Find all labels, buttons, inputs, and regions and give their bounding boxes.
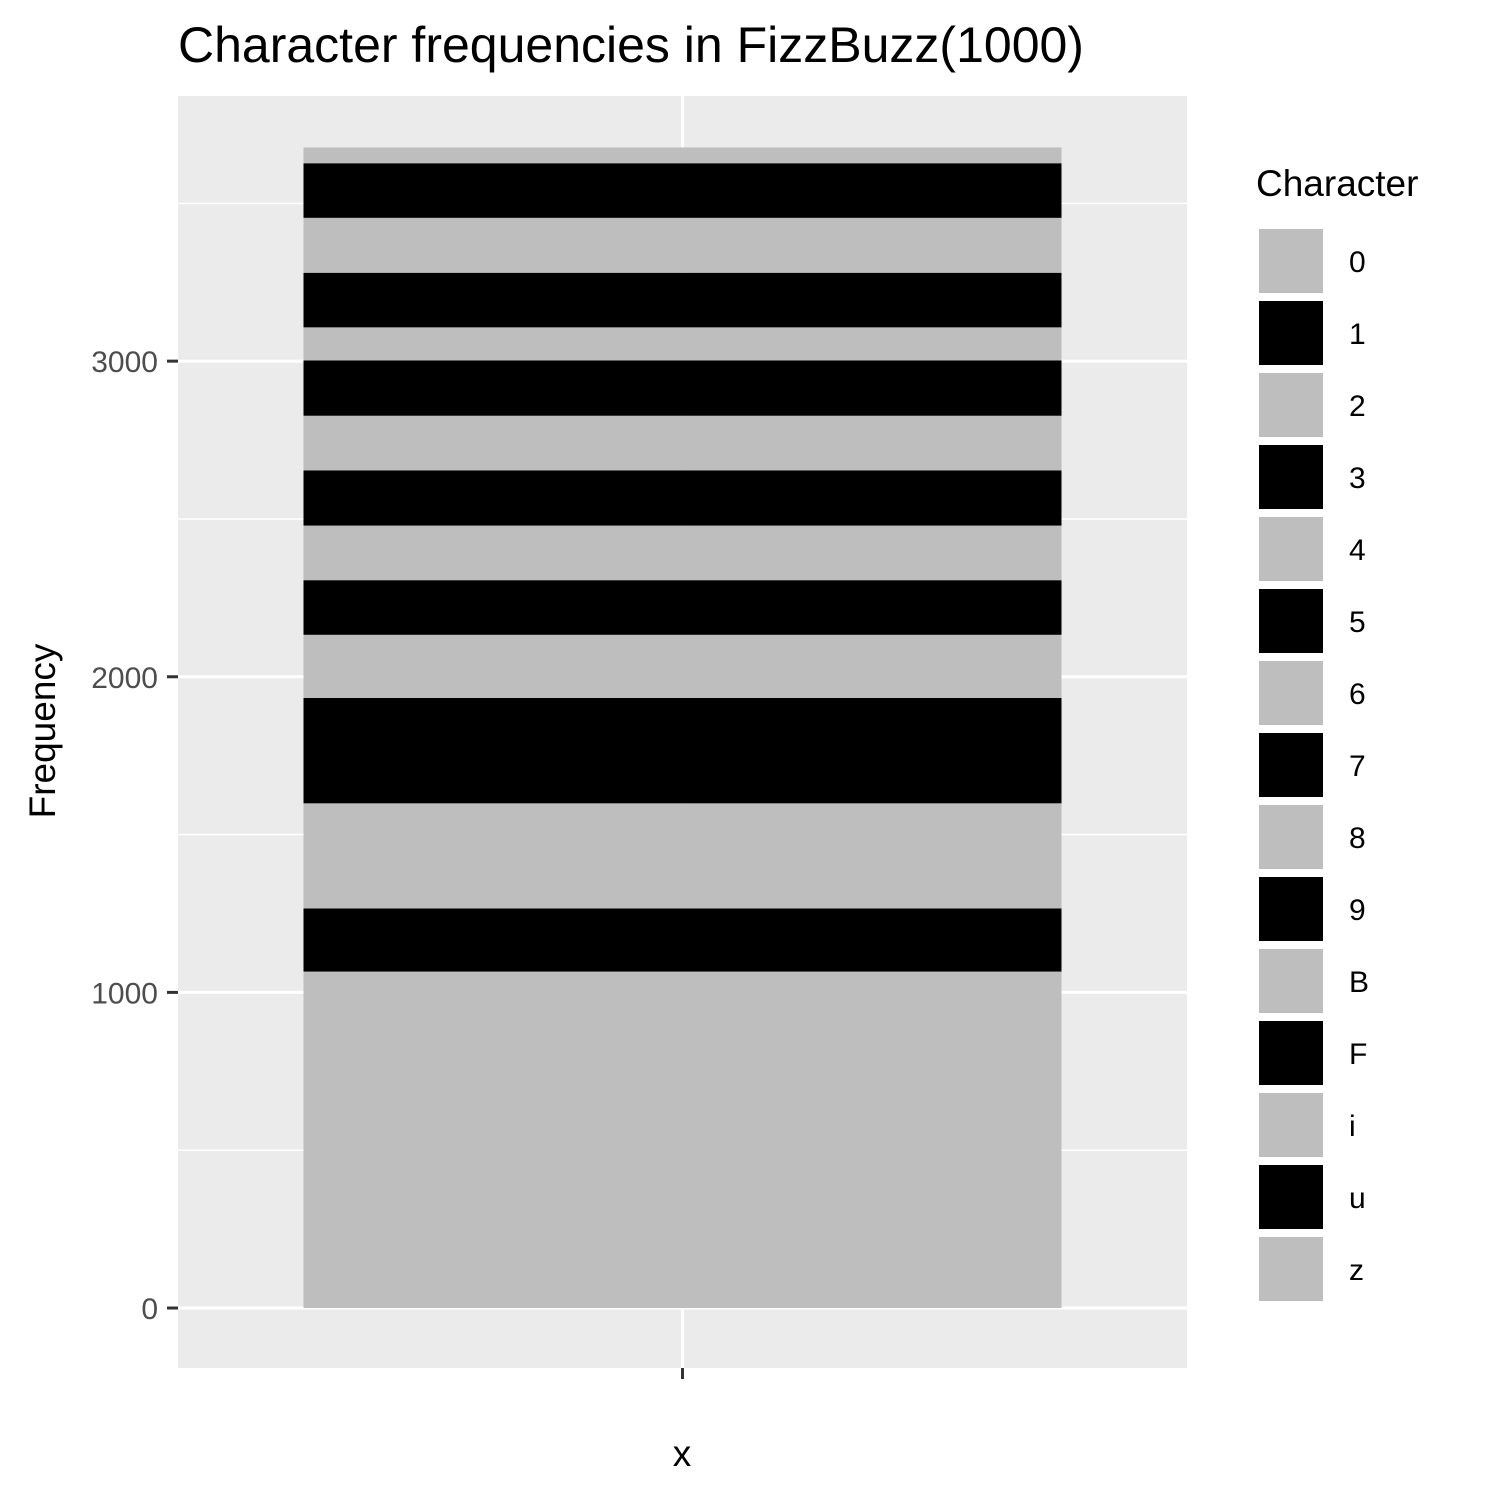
bar-segment-0 — [303, 971, 1062, 1309]
bar-segment-9 — [303, 360, 1062, 416]
bar-segment-8 — [303, 415, 1062, 471]
legend-key-i — [1257, 1091, 1325, 1159]
legend-key-7 — [1257, 731, 1325, 799]
legend-label-8: 8 — [1349, 822, 1366, 855]
legend-label-i: i — [1349, 1110, 1356, 1143]
legend-key-5 — [1257, 587, 1325, 655]
legend-key-3 — [1257, 443, 1325, 511]
legend-label-3: 3 — [1349, 462, 1366, 495]
axes: 0 1000 2000 3000 — [91, 346, 684, 1379]
bar-segment-B — [303, 327, 1062, 361]
legend-key-2 — [1257, 371, 1325, 439]
legend-title: Character — [1256, 163, 1418, 204]
legend-key-0 — [1257, 227, 1325, 295]
bar-segment-5 — [303, 580, 1062, 635]
y-axis-label: Frequency — [22, 643, 63, 818]
legend-key-8 — [1257, 803, 1325, 871]
legend-label-F: F — [1349, 1038, 1367, 1071]
bar-segment-1 — [303, 908, 1062, 972]
legend-label-6: 6 — [1349, 678, 1366, 711]
bar-segment-z — [303, 147, 1062, 164]
legend-key-1 — [1257, 299, 1325, 367]
bar-segment-4 — [303, 634, 1062, 698]
legend-label-1: 1 — [1349, 318, 1366, 351]
legend-label-z: z — [1349, 1254, 1364, 1287]
legend-key-4 — [1257, 515, 1325, 583]
y-tick-label: 1000 — [91, 977, 158, 1010]
bar-segments — [303, 147, 1062, 1309]
bar-segment-F — [303, 272, 1062, 328]
bar-segment-i — [303, 217, 1062, 273]
bar-segment-2 — [303, 803, 1062, 909]
chart-title: Character frequencies in FizzBuzz(1000) — [178, 17, 1084, 73]
legend-label-0: 0 — [1349, 246, 1366, 279]
legend-key-u — [1257, 1163, 1325, 1231]
legend-label-4: 4 — [1349, 534, 1366, 567]
legend: 0 1 2 3 4 5 6 7 8 9 B Fi u z — [1257, 227, 1369, 1303]
bar-segment-3 — [303, 697, 1062, 804]
legend-key-9 — [1257, 875, 1325, 943]
legend-key-B — [1257, 947, 1325, 1015]
bar-segment-u — [303, 163, 1062, 218]
legend-key-z — [1257, 1235, 1325, 1303]
legend-label-B: B — [1349, 966, 1369, 999]
legend-key-6 — [1257, 659, 1325, 727]
legend-label-5: 5 — [1349, 606, 1366, 639]
legend-label-9: 9 — [1349, 894, 1366, 927]
legend-label-7: 7 — [1349, 750, 1366, 783]
bar-segment-7 — [303, 470, 1062, 526]
x-axis-label: x — [673, 1433, 692, 1474]
bar-segment-6 — [303, 525, 1062, 581]
y-tick-label: 0 — [141, 1293, 158, 1326]
y-tick-label: 3000 — [91, 346, 158, 379]
legend-key-F — [1257, 1019, 1325, 1087]
legend-label-u: u — [1349, 1182, 1366, 1215]
y-tick-label: 2000 — [91, 662, 158, 695]
legend-label-2: 2 — [1349, 390, 1366, 423]
